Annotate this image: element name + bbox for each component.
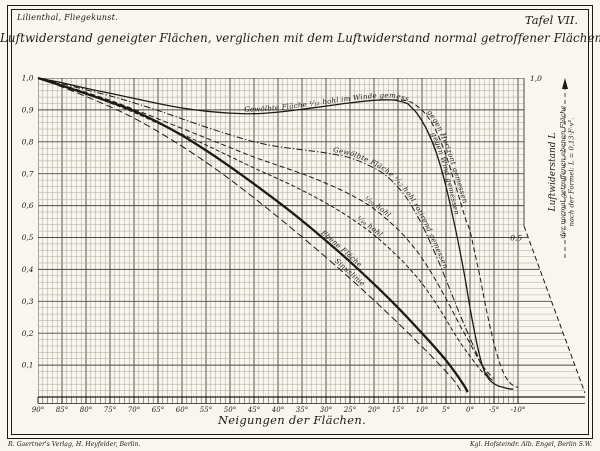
x-tick-label: 30°: [320, 406, 332, 414]
x-tick-label: 15°: [392, 406, 404, 414]
y-tick-label: 0,2: [22, 329, 34, 338]
x-tick-label: 10°: [416, 406, 428, 414]
curve-label-hohl-1-20: ¹⁄₂₀ hohl: [363, 195, 392, 220]
x-tick-label: -5°: [489, 406, 499, 414]
x-tick-label: 40°: [271, 406, 284, 414]
right-boundary-dashed: [523, 225, 586, 394]
y-tick-label: 0,6: [22, 201, 34, 210]
x-tick-label: 45°: [247, 406, 260, 414]
publisher-imprint: R. Gaertner's Verlag, H. Heyfelder, Berl…: [8, 441, 141, 448]
right-scale-tick: 0,5: [510, 234, 522, 243]
curve-sinuslinie: [37, 77, 461, 391]
x-tick-label: 85°: [56, 406, 68, 414]
printer-imprint: Kgl. Hofsteindr. Alb. Engel, Berlin S.W.: [469, 441, 592, 448]
y-tick-label: 0,5: [22, 233, 34, 242]
x-tick-label: 20°: [367, 406, 380, 414]
y-tick-label: 0,8: [22, 137, 34, 146]
curve-rotirend: [37, 77, 495, 383]
y-tick-label: 0,9: [22, 106, 34, 115]
y-tick-label: 1,0: [22, 74, 34, 83]
grid: [38, 78, 585, 397]
x-tick-label: 0°: [466, 406, 474, 414]
x-tick-label: 65°: [152, 406, 164, 414]
curve-im-winde: [37, 77, 408, 115]
plate-outer-frame: [7, 5, 593, 439]
curve-label-im-winde: Gewölbte Fläche ¹⁄₁₂ hohl im Winde gemes…: [0, 0, 410, 114]
x-axis-title: Neigungen der Flächen.: [217, 413, 366, 427]
right-scale-tick: 1,0: [530, 74, 542, 83]
x-tick-label: 70°: [128, 406, 140, 414]
work-title: Lilienthal, Fliegekunst.: [17, 12, 118, 22]
y-axis-right-title: Luftwiderstand Lder normal getroffenen e…: [548, 105, 576, 238]
x-tick-label: -10°: [511, 406, 526, 414]
arrow-up-icon: [562, 78, 568, 89]
x-tick-label: 55°: [200, 406, 212, 414]
y-tick-label: 0,7: [22, 169, 34, 178]
x-tick-label: 75°: [104, 406, 116, 414]
plate-inner-frame: [11, 9, 589, 435]
curve-ebene: [37, 76, 469, 393]
x-tick-label: 50°: [224, 406, 236, 414]
y-tick-label: 0,4: [22, 265, 34, 274]
curve-gegen-wind: [407, 103, 514, 390]
chart-title: Luftwiderstand geneigter Flächen, vergli…: [0, 31, 600, 45]
x-tick-label: 5°: [442, 406, 450, 414]
x-tick-label: 35°: [296, 406, 308, 414]
curve-hohl-1-40: [37, 77, 495, 382]
x-tick-label: 60°: [176, 406, 188, 414]
x-tick-label: 90°: [32, 406, 44, 414]
y-tick-label: 0,1: [22, 361, 34, 370]
y-tick-label: 0,3: [22, 297, 34, 306]
x-tick-label: 25°: [343, 406, 356, 414]
x-tick-label: 80°: [80, 406, 92, 414]
curve-gegen-horizont: [393, 99, 519, 388]
plate-number: Tafel VII.: [524, 13, 578, 27]
